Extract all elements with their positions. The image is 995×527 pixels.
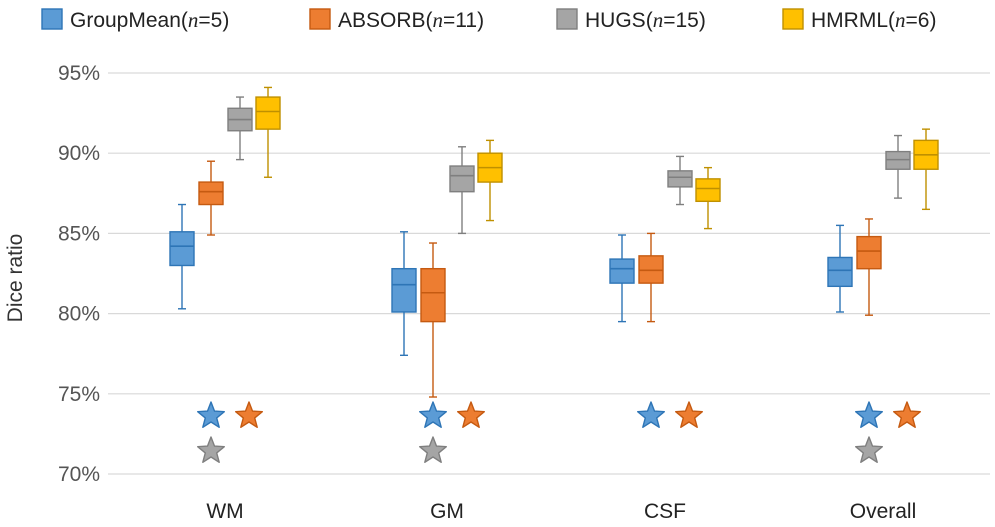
box-iqr [856,235,882,270]
y-tick-label: 85% [58,222,100,245]
star-marker-absorb [457,401,485,428]
star-marker-hugs [855,436,883,463]
y-tick-label: 70% [58,463,100,486]
box-hmrml-gm [477,139,503,222]
legend-swatch [782,8,804,30]
box-hmrml-overall [913,128,939,211]
legend-series-n: 5 [211,9,223,32]
legend-label: HUGS(n=15) [585,8,706,32]
legend-series-n: 6 [918,9,930,32]
box-absorb-csf [638,232,664,323]
box-hmrml-wm [255,86,281,178]
box-hugs-csf [667,155,693,206]
box-iqr [609,258,635,284]
box-iqr [885,150,911,170]
box-iqr [695,178,721,203]
legend-item-absorb: ABSORB(n=11) [309,8,484,32]
boxes [169,86,939,398]
x-tick-label: Overall [850,500,917,523]
star-marker-groupmean [197,401,225,428]
box-iqr [420,267,446,323]
gridlines [108,72,990,475]
y-tick-label: 90% [58,142,100,165]
legend-series-name: GroupMean [70,9,181,32]
y-tick-label: 80% [58,303,100,326]
legend-series-n: 11 [455,9,477,32]
legend-series-name: HUGS [585,9,646,32]
x-tick-label: GM [430,500,464,523]
box-absorb-overall [856,218,882,316]
star-marker-groupmean [855,401,883,428]
legend: GroupMean(n=5) ABSORB(n=11) HUGS(n=15) HMRM… [41,8,936,32]
x-tick-label: CSF [644,500,686,523]
box-iqr [667,170,693,188]
y-tick-label: 95% [58,62,100,85]
box-hmrml-csf [695,166,721,230]
y-axis: 70% 75% 80% 85% 90% 95% [58,62,100,486]
legend-series-name: HMRML [811,9,888,32]
box-iqr [198,181,224,206]
y-tick-label: 75% [58,383,100,406]
box-iqr [449,165,475,193]
box-iqr [827,256,853,288]
significance-markers [197,401,921,463]
box-iqr [638,255,664,284]
legend-item-hugs: HUGS(n=15) [556,8,706,32]
box-groupmean-csf [609,234,635,323]
box-absorb-wm [198,160,224,236]
star-marker-groupmean [637,401,665,428]
legend-swatch [556,8,578,30]
box-groupmean-overall [827,224,853,313]
star-marker-groupmean [419,401,447,428]
box-hugs-gm [449,146,475,235]
box-groupmean-gm [391,231,417,357]
box-iqr [391,267,417,313]
star-marker-absorb [235,401,263,428]
legend-label: HMRML(n=6) [811,8,936,32]
star-marker-absorb [675,401,703,428]
legend-item-hmrml: HMRML(n=6) [782,8,936,32]
box-iqr [255,96,281,130]
x-axis: WM GM CSF Overall [206,500,916,523]
star-marker-absorb [893,401,921,428]
box-groupmean-wm [169,203,195,310]
legend-item-groupmean: GroupMean(n=5) [41,8,229,32]
box-absorb-gm [420,242,446,398]
star-marker-hugs [419,436,447,463]
legend-swatch [309,8,331,30]
legend-series-name: ABSORB [338,9,426,32]
box-iqr [169,231,195,267]
legend-swatch [41,8,63,30]
legend-series-n: 15 [675,9,698,32]
box-hugs-wm [227,96,253,161]
legend-label: GroupMean(n=5) [70,8,229,32]
legend-label: ABSORB(n=11) [338,8,484,32]
y-axis-title: Dice ratio [4,234,27,323]
x-tick-label: WM [206,500,243,523]
star-marker-hugs [197,436,225,463]
box-hugs-overall [885,134,911,199]
